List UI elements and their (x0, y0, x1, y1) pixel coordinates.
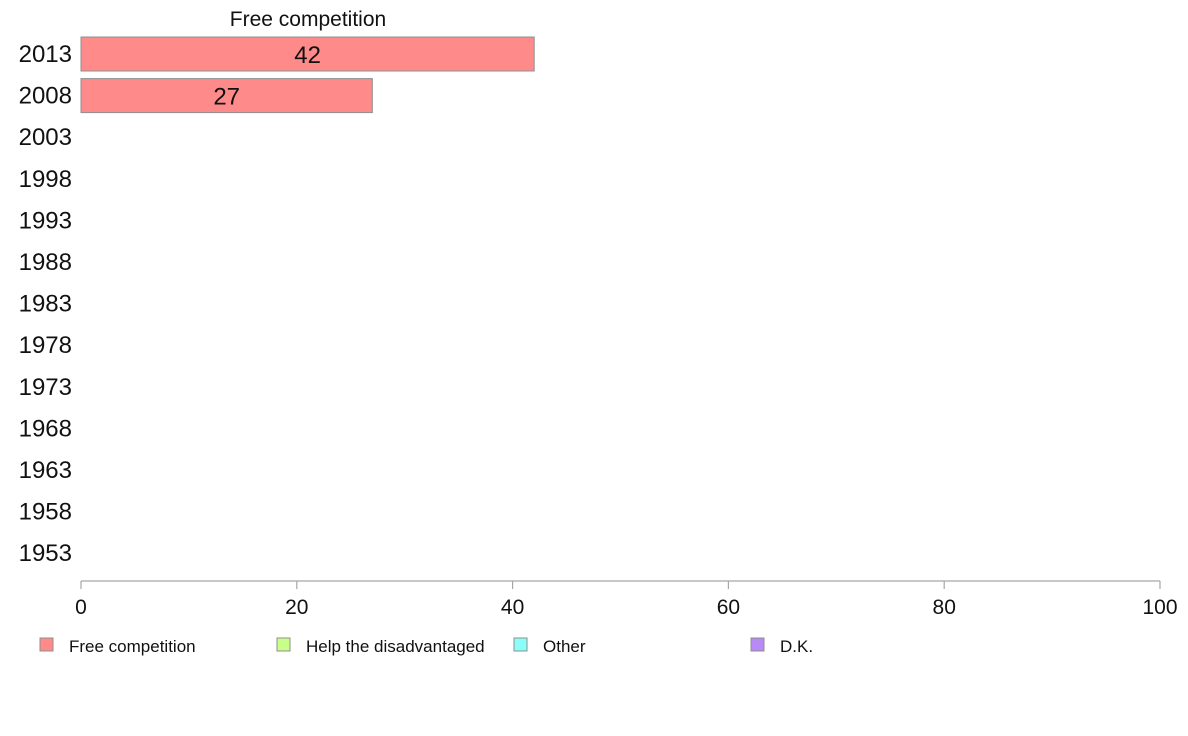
data-label-2008: 27 (213, 84, 240, 111)
y-tick-label-1958: 1958 (19, 499, 72, 526)
y-axis-labels: 2013 2008 2003 1998 1993 1988 1983 1978 1973 1968… (19, 41, 72, 567)
y-tick-label-2013: 2013 (19, 41, 72, 68)
legend: Free competition Help the disadvantaged Ot… (39, 637, 813, 656)
legend-swatch-1 (276, 637, 291, 652)
y-tick-label-1988: 1988 (19, 249, 72, 276)
legend-swatch-2 (513, 637, 528, 652)
data-label-2013: 42 (294, 42, 321, 69)
panel-label: Free competition (230, 8, 386, 31)
y-tick-label-1998: 1998 (19, 166, 72, 193)
x-tick-label-40: 40 (501, 596, 524, 619)
x-tick-label-100: 100 (1142, 596, 1177, 619)
x-tick-label-0: 0 (75, 596, 87, 619)
legend-label-3: D.K. (780, 637, 813, 656)
y-tick-label-1993: 1993 (19, 207, 72, 234)
y-tick-label-1973: 1973 (19, 374, 72, 401)
y-tick-label-2008: 2008 (19, 83, 72, 110)
y-tick-label-1978: 1978 (19, 332, 72, 359)
legend-swatch-3 (750, 637, 765, 652)
y-tick-label-1953: 1953 (19, 540, 72, 567)
legend-swatch-0 (39, 637, 54, 652)
y-tick-label-1983: 1983 (19, 291, 72, 318)
legend-label-0: Free competition (69, 637, 196, 656)
x-tick-label-20: 20 (285, 596, 308, 619)
x-tick-label-60: 60 (717, 596, 740, 619)
y-tick-label-1963: 1963 (19, 457, 72, 484)
y-tick-label-1968: 1968 (19, 415, 72, 442)
bar-2008-series-0 (80, 78, 373, 114)
legend-label-2: Other (543, 637, 586, 656)
legend-label-1: Help the disadvantaged (306, 637, 485, 656)
y-tick-label-2003: 2003 (19, 124, 72, 151)
x-tick-label-80: 80 (933, 596, 956, 619)
bars: 42 27 (80, 36, 535, 114)
x-axis: 0 20 40 60 80 100 (75, 580, 1178, 619)
bar-2013-series-0 (80, 36, 535, 72)
